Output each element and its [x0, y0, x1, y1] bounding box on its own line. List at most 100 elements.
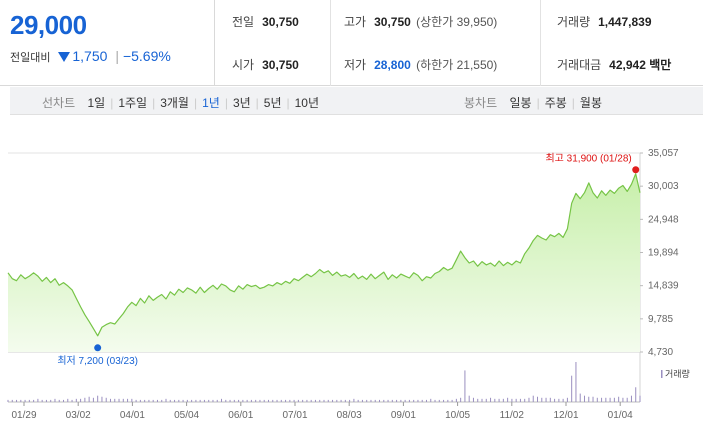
x-tick-label: 10/05 — [445, 410, 470, 421]
volume-bar — [609, 397, 611, 402]
volume-bar — [7, 399, 9, 402]
volume-bar — [592, 396, 594, 402]
volume-bar — [212, 399, 214, 402]
volume-bar — [635, 387, 637, 402]
x-tick-label: 07/01 — [282, 410, 307, 421]
high-marker — [632, 166, 640, 174]
y-tick-label: 9,785 — [648, 314, 673, 325]
period-1y[interactable]: 1년 — [202, 96, 220, 110]
volume-bar — [191, 399, 193, 402]
volume-bar — [485, 398, 487, 402]
candle-chart-options: 봉차트 일봉 | 주봉 | 월봉 — [464, 94, 603, 111]
volume-bar — [549, 397, 551, 402]
candle-weekly[interactable]: 주봉 — [544, 96, 567, 110]
volume-bar — [464, 370, 466, 402]
price-line — [7, 173, 641, 337]
volume-bar — [80, 398, 82, 402]
volume-bar — [118, 398, 120, 402]
volume-bar — [383, 399, 385, 402]
period-1w[interactable]: 1주일 — [118, 96, 148, 110]
volume-bar — [161, 399, 163, 402]
x-tick-label: 09/01 — [391, 410, 416, 421]
volume-bar — [306, 399, 308, 402]
volume-bar — [490, 397, 492, 402]
period-3y[interactable]: 3년 — [232, 96, 251, 110]
stat-high-label: 고가 — [344, 15, 367, 29]
candle-monthly[interactable]: 월봉 — [579, 96, 602, 110]
period-5y[interactable]: 5년 — [263, 96, 282, 110]
volume-bar — [443, 399, 445, 402]
period-3m[interactable]: 3개월 — [160, 96, 189, 110]
volume-bar — [558, 398, 560, 402]
current-price: 29,000 — [10, 10, 87, 40]
volume-bar — [255, 399, 257, 402]
volume-bar — [481, 398, 483, 402]
volume-bar — [238, 399, 240, 402]
volume-bar — [195, 399, 197, 402]
stat-lower-limit: (하한가 21,550) — [416, 58, 498, 72]
volume-bar — [353, 398, 355, 402]
stat-amount-label: 거래대금 — [557, 58, 602, 72]
volume-bar — [127, 398, 129, 402]
x-tick-label: 04/01 — [120, 410, 145, 421]
option-separator: | — [152, 96, 156, 110]
volume-bar — [156, 399, 158, 402]
volume-bar — [438, 399, 440, 402]
volume-bar — [447, 399, 449, 402]
volume-bar — [387, 399, 389, 402]
y-tick-label: 35,057 — [648, 148, 679, 159]
volume-bar — [310, 399, 312, 402]
x-tick-label: 06/01 — [228, 410, 253, 421]
volume-bar — [400, 399, 402, 402]
volume-bar — [263, 399, 265, 402]
volume-bar — [374, 399, 376, 402]
stat-low: 저가 28,800 (하한가 21,550) — [344, 56, 497, 73]
y-tick-label: 4,730 — [648, 347, 673, 358]
stat-volume-label: 거래량 — [557, 15, 591, 29]
x-tick-label: 01/04 — [608, 410, 633, 421]
volume-bar — [169, 399, 171, 402]
volume-bar — [502, 398, 504, 402]
volume-bar — [370, 399, 372, 402]
volume-bar — [24, 399, 26, 402]
volume-bar — [498, 398, 500, 402]
stat-amount-unit: 백만 — [649, 58, 672, 72]
volume-bar — [285, 399, 287, 402]
price-chart-svg: 35,057 30,003 24,948 19,894 14,839 9,785 4,730… — [7, 148, 690, 421]
volume-bar — [554, 398, 556, 402]
volume-bar — [75, 398, 77, 402]
volume-bar — [84, 397, 86, 402]
price-area-fill — [8, 173, 640, 352]
divider — [330, 0, 331, 86]
volume-legend-mark — [661, 370, 663, 378]
volume-legend-label: 거래량 — [665, 368, 690, 379]
stat-prev-close-value: 30,750 — [262, 15, 299, 29]
candle-daily[interactable]: 일봉 — [509, 96, 532, 110]
volume-bar — [618, 396, 620, 402]
stat-prev-close-label: 전일 — [232, 15, 255, 29]
volume-bar — [54, 398, 56, 402]
option-separator: | — [110, 96, 114, 110]
volume-bar — [152, 399, 154, 402]
volume-bar — [532, 395, 534, 402]
volume-bar — [20, 399, 22, 402]
stat-volume: 거래량 1,447,839 — [557, 13, 652, 30]
volume-bar — [524, 398, 526, 402]
volume-bar — [562, 398, 564, 402]
period-1d[interactable]: 1일 — [87, 96, 106, 110]
volume-bar — [131, 398, 133, 402]
x-tick-label: 03/02 — [66, 410, 91, 421]
volume-bar — [92, 397, 94, 402]
volume-bar — [319, 399, 321, 402]
volume-bar — [626, 397, 628, 402]
volume-bar — [472, 397, 474, 402]
period-10y[interactable]: 10년 — [294, 96, 320, 110]
volume-bar — [468, 395, 470, 402]
volume-bar — [408, 399, 410, 402]
volume-bar — [494, 398, 496, 402]
change-percent: −5.69% — [122, 48, 171, 64]
volume-bar — [45, 399, 47, 402]
volume-bar — [417, 399, 419, 402]
volume-bar — [293, 399, 295, 402]
volume-bar — [97, 395, 99, 402]
